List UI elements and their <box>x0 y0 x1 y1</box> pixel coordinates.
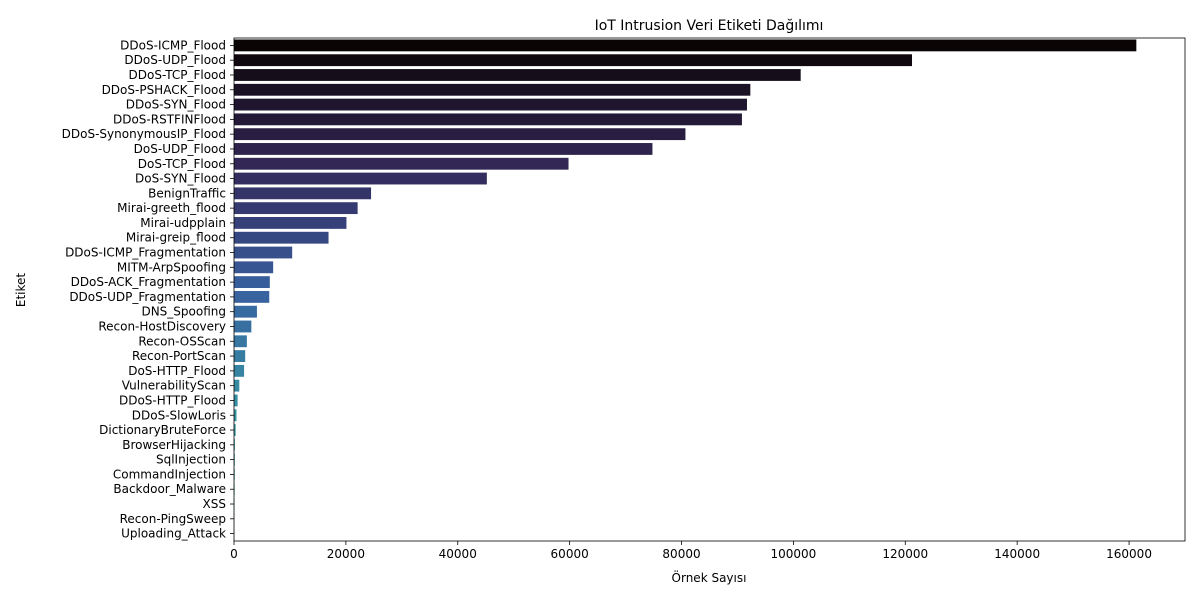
x-tick-label: 100000 <box>771 547 817 561</box>
bar-DDoS-ACK_Fragmentation <box>234 276 270 288</box>
x-tick-label: 60000 <box>551 547 589 561</box>
chart-title: IoT Intrusion Veri Etiketi Dağılımı <box>595 18 824 34</box>
y-tick-label: VulnerabilityScan <box>122 379 226 393</box>
bar-DDoS-HTTP_Flood <box>234 395 238 407</box>
y-tick-label: Mirai-greeth_flood <box>117 201 226 215</box>
y-tick-label: DoS-SYN_Flood <box>135 172 226 186</box>
bar-DDoS-RSTFINFlood <box>234 113 742 125</box>
bar-MITM-ArpSpoofing <box>234 261 273 273</box>
bar-Mirai-udpplain <box>234 217 346 229</box>
y-tick-labels: DDoS-ICMP_FloodDDoS-UDP_FloodDDoS-TCP_Fl… <box>62 38 234 540</box>
y-tick-label: Recon-OSScan <box>138 334 226 348</box>
y-tick-label: BenignTraffic <box>148 186 226 200</box>
bar-DDoS-PSHACK_Flood <box>234 84 750 96</box>
y-tick-label: Recon-PortScan <box>132 349 226 363</box>
y-tick-label: DDoS-HTTP_Flood <box>119 393 226 407</box>
bars-layer <box>234 39 1136 539</box>
bar-Mirai-greeth_flood <box>234 202 358 214</box>
y-tick-label: DDoS-RSTFINFlood <box>113 112 226 126</box>
y-tick-label: Recon-HostDiscovery <box>98 319 226 333</box>
y-tick-label: DDoS-UDP_Fragmentation <box>69 290 226 304</box>
bar-VulnerabilityScan <box>234 380 239 392</box>
bar-DoS-TCP_Flood <box>234 158 569 170</box>
y-tick-label: Backdoor_Malware <box>113 482 226 496</box>
y-tick-label: DoS-HTTP_Flood <box>128 364 226 378</box>
bar-DoS-UDP_Flood <box>234 143 652 155</box>
y-tick-label: BrowserHijacking <box>122 438 226 452</box>
y-axis-label: Etiket <box>14 273 28 308</box>
y-tick-label: DDoS-ICMP_Flood <box>120 38 226 52</box>
x-tick-label: 40000 <box>439 547 477 561</box>
bar-DoS-HTTP_Flood <box>234 365 244 377</box>
bar-DDoS-UDP_Fragmentation <box>234 291 269 303</box>
x-tick-label: 0 <box>230 547 238 561</box>
x-tick-label: 80000 <box>662 547 700 561</box>
y-tick-label: Recon-PingSweep <box>120 512 226 526</box>
y-tick-label: DDoS-SYN_Flood <box>126 98 226 112</box>
bar-DDoS-SynonymousIP_Flood <box>234 128 685 140</box>
bar-Recon-OSScan <box>234 335 247 347</box>
y-tick-label: DNS_Spoofing <box>141 305 226 319</box>
bar-DNS_Spoofing <box>234 306 257 318</box>
y-tick-label: DDoS-ICMP_Fragmentation <box>65 246 226 260</box>
bar-DDoS-ICMP_Flood <box>234 39 1136 51</box>
x-tick-labels: 0 20000 40000 60000 80000 100000 120000 140000 1… <box>230 541 1152 561</box>
y-tick-label: Mirai-greip_flood <box>126 231 226 245</box>
y-tick-label: Mirai-udpplain <box>140 216 226 230</box>
y-tick-label: DDoS-PSHACK_Flood <box>102 83 226 97</box>
bar-Recon-PortScan <box>234 350 245 362</box>
y-tick-label: CommandInjection <box>113 467 226 481</box>
bar-BenignTraffic <box>234 187 371 199</box>
bar-DDoS-SYN_Flood <box>234 99 747 111</box>
y-tick-label: DDoS-TCP_Flood <box>129 68 226 82</box>
y-tick-label: DictionaryBruteForce <box>99 423 226 437</box>
x-tick-label: 20000 <box>327 547 365 561</box>
bar-DDoS-TCP_Flood <box>234 69 801 81</box>
y-tick-label: DDoS-SlowLoris <box>132 408 226 422</box>
bar-DDoS-UDP_Flood <box>234 54 912 66</box>
y-tick-label: DDoS-SynonymousIP_Flood <box>62 127 226 141</box>
bar-Mirai-greip_flood <box>234 232 329 244</box>
bar-DoS-SYN_Flood <box>234 173 487 185</box>
bar-Recon-HostDiscovery <box>234 321 251 333</box>
y-tick-label: DDoS-UDP_Flood <box>124 53 226 67</box>
y-tick-label: MITM-ArpSpoofing <box>117 260 226 274</box>
bar-DDoS-ICMP_Fragmentation <box>234 247 292 259</box>
x-tick-label: 120000 <box>882 547 928 561</box>
y-tick-label: DoS-TCP_Flood <box>138 157 226 171</box>
y-tick-label: DDoS-ACK_Fragmentation <box>71 275 226 289</box>
x-tick-label: 160000 <box>1106 547 1152 561</box>
x-axis-label: Örnek Sayısı <box>672 569 747 585</box>
y-tick-label: Uploading_Attack <box>121 527 226 541</box>
y-tick-label: XSS <box>203 497 226 511</box>
y-tick-label: SqlInjection <box>156 453 226 467</box>
y-tick-label: DoS-UDP_Flood <box>134 142 226 156</box>
x-tick-label: 140000 <box>994 547 1040 561</box>
